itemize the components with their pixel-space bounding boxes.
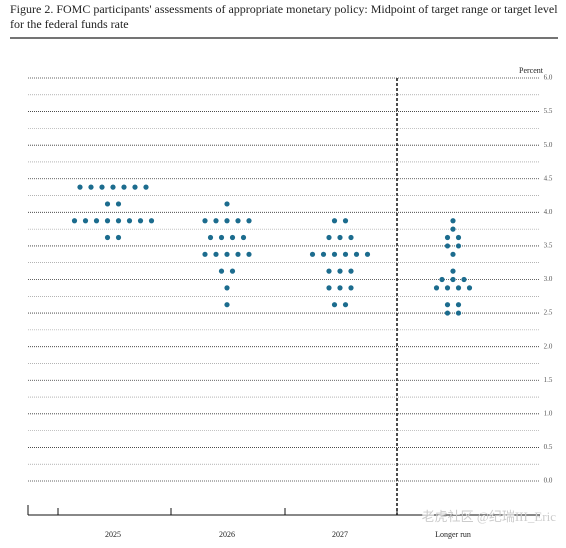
x-tick-label: 2026 (219, 530, 235, 539)
y-tick-label: 4.5 (544, 174, 553, 182)
dot (71, 218, 78, 224)
dot (115, 201, 122, 207)
title-box: Figure 2. FOMC participants' assessments… (10, 2, 558, 31)
x-tick-label: 2025 (105, 530, 121, 539)
y-tick-label: 5.0 (544, 141, 553, 149)
dot (444, 285, 451, 291)
dot (466, 285, 473, 291)
dot (213, 251, 219, 257)
dot (137, 218, 144, 224)
chart-title: Figure 2. FOMC participants' assessments… (10, 2, 558, 31)
dot (99, 184, 105, 190)
dot (342, 218, 349, 224)
y-tick-label: 1.0 (544, 409, 553, 417)
dot (450, 276, 456, 283)
dot (229, 234, 236, 241)
dot (455, 302, 462, 308)
dot (202, 251, 208, 257)
dot (218, 268, 225, 274)
dot (433, 285, 440, 291)
dot (450, 251, 456, 257)
dot (202, 218, 208, 224)
dot (148, 218, 155, 224)
y-tick-label: 3.5 (544, 242, 553, 250)
dot (337, 285, 343, 291)
dot (93, 218, 100, 224)
dot (444, 310, 451, 316)
dot (455, 234, 462, 241)
dot (342, 302, 349, 308)
dot (246, 218, 252, 224)
dot (455, 310, 462, 316)
dot (224, 201, 230, 207)
dot (326, 285, 332, 291)
dot (218, 234, 225, 241)
y-axis-label: Percent (519, 66, 544, 75)
dot (444, 243, 451, 249)
dot (348, 234, 354, 241)
y-tick-label: 1.5 (544, 376, 553, 384)
dot (104, 218, 111, 224)
y-tick-label: 5.5 (544, 107, 553, 115)
dot (229, 268, 236, 274)
dot (115, 234, 122, 241)
y-tick-label: 6.0 (544, 74, 553, 82)
dot (348, 268, 354, 274)
dot (143, 184, 149, 190)
dot (88, 184, 94, 190)
dot (235, 218, 241, 224)
dot (246, 251, 252, 257)
dot (126, 218, 133, 224)
dot (240, 234, 247, 241)
dot (110, 184, 116, 190)
dot (439, 276, 445, 283)
dot (82, 218, 89, 224)
dot (213, 218, 219, 224)
x-tick-label: 2027 (332, 530, 348, 539)
dot (331, 302, 338, 308)
dot (77, 184, 83, 190)
dot (320, 251, 327, 257)
dot (326, 268, 332, 274)
dot (455, 285, 462, 291)
y-tick-label: 0.5 (544, 443, 553, 451)
dot (450, 226, 456, 232)
dot (455, 243, 462, 249)
dot (224, 218, 230, 224)
dot (337, 268, 343, 274)
dot (348, 285, 354, 291)
x-tick-label: Longer run (435, 530, 471, 539)
dot (132, 184, 138, 190)
y-tick-label: 3.0 (544, 275, 553, 283)
dot (444, 234, 451, 241)
y-tick-label: 0.0 (544, 477, 553, 485)
dot (326, 234, 332, 241)
dot (461, 276, 467, 283)
dot (207, 234, 214, 241)
dot (309, 251, 316, 257)
dot (121, 184, 127, 190)
dot (331, 218, 338, 224)
dot (104, 234, 111, 241)
dot (224, 251, 230, 257)
y-tick-label: 2.5 (544, 309, 553, 317)
dot (337, 234, 343, 241)
y-tick-label: 2.0 (544, 342, 553, 350)
dot (450, 268, 456, 274)
dot (115, 218, 122, 224)
dot (224, 302, 230, 308)
watermark: 老虎社区 @纪瑞III_Eric (422, 509, 557, 524)
dot (444, 302, 451, 308)
dot (331, 251, 338, 257)
dot (224, 285, 230, 291)
dot (342, 251, 349, 257)
y-tick-label: 4.0 (544, 208, 553, 216)
dot (450, 218, 456, 224)
dot (235, 251, 241, 257)
dot (353, 251, 360, 257)
dot (104, 201, 111, 207)
dot (364, 251, 371, 257)
